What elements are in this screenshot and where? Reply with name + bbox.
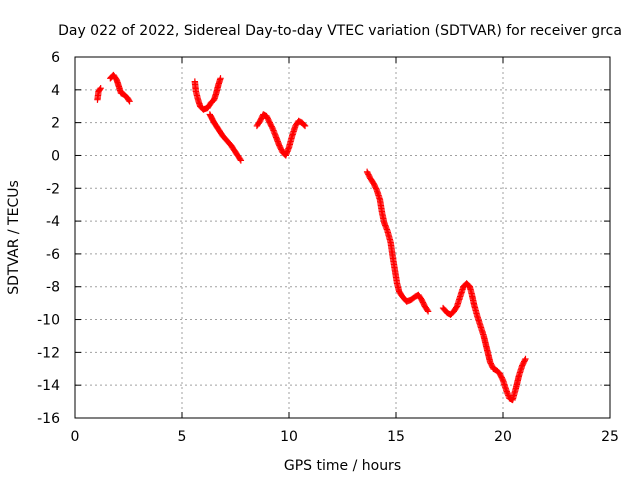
data-point [125, 97, 133, 104]
y-tick-label: 4 [51, 83, 60, 99]
data-point [521, 357, 529, 364]
y-tick-label: -6 [46, 247, 60, 263]
x-tick-label: 5 [178, 429, 187, 445]
chart-title: Day 022 of 2022, Sidereal Day-to-day VTE… [58, 23, 622, 39]
data-point [301, 122, 309, 130]
data-point [522, 355, 529, 363]
data-point [217, 75, 224, 82]
data-point [97, 84, 104, 92]
data-points [94, 71, 529, 404]
x-axis-label: GPS time / hours [284, 458, 401, 474]
data-point [126, 98, 133, 105]
y-tick-label: -8 [46, 280, 60, 296]
y-tick-label: -14 [37, 378, 60, 394]
x-tick-label: 20 [494, 429, 512, 445]
x-tick-label: 0 [71, 429, 80, 445]
y-tick-label: 0 [51, 148, 60, 164]
y-tick-label: -16 [37, 411, 60, 427]
data-point [424, 306, 431, 314]
data-point [237, 157, 245, 164]
y-tick-label: -12 [37, 345, 60, 361]
data-point [96, 86, 104, 93]
y-axis-label: SDTVAR / TECUs [6, 180, 22, 295]
axis-ticks [74, 56, 611, 419]
y-tick-label: -4 [46, 214, 60, 230]
x-tick-label: 10 [280, 429, 298, 445]
data-point [424, 308, 432, 315]
x-tick-label: 15 [387, 429, 405, 445]
tick-labels: 0 5 10 15 20 25 -16 -14 -12 -10 -8 -6 -4 -2 0 2 4 6 [37, 50, 619, 445]
grid-lines [75, 57, 610, 418]
data-point [301, 121, 308, 129]
data-point [236, 155, 244, 163]
y-tick-label: -2 [46, 181, 60, 197]
y-tick-label: 6 [51, 50, 60, 66]
plot-frame [74, 56, 611, 419]
x-tick-label: 25 [601, 429, 619, 445]
y-tick-label: -10 [37, 313, 60, 329]
y-tick-label: 2 [51, 116, 60, 132]
